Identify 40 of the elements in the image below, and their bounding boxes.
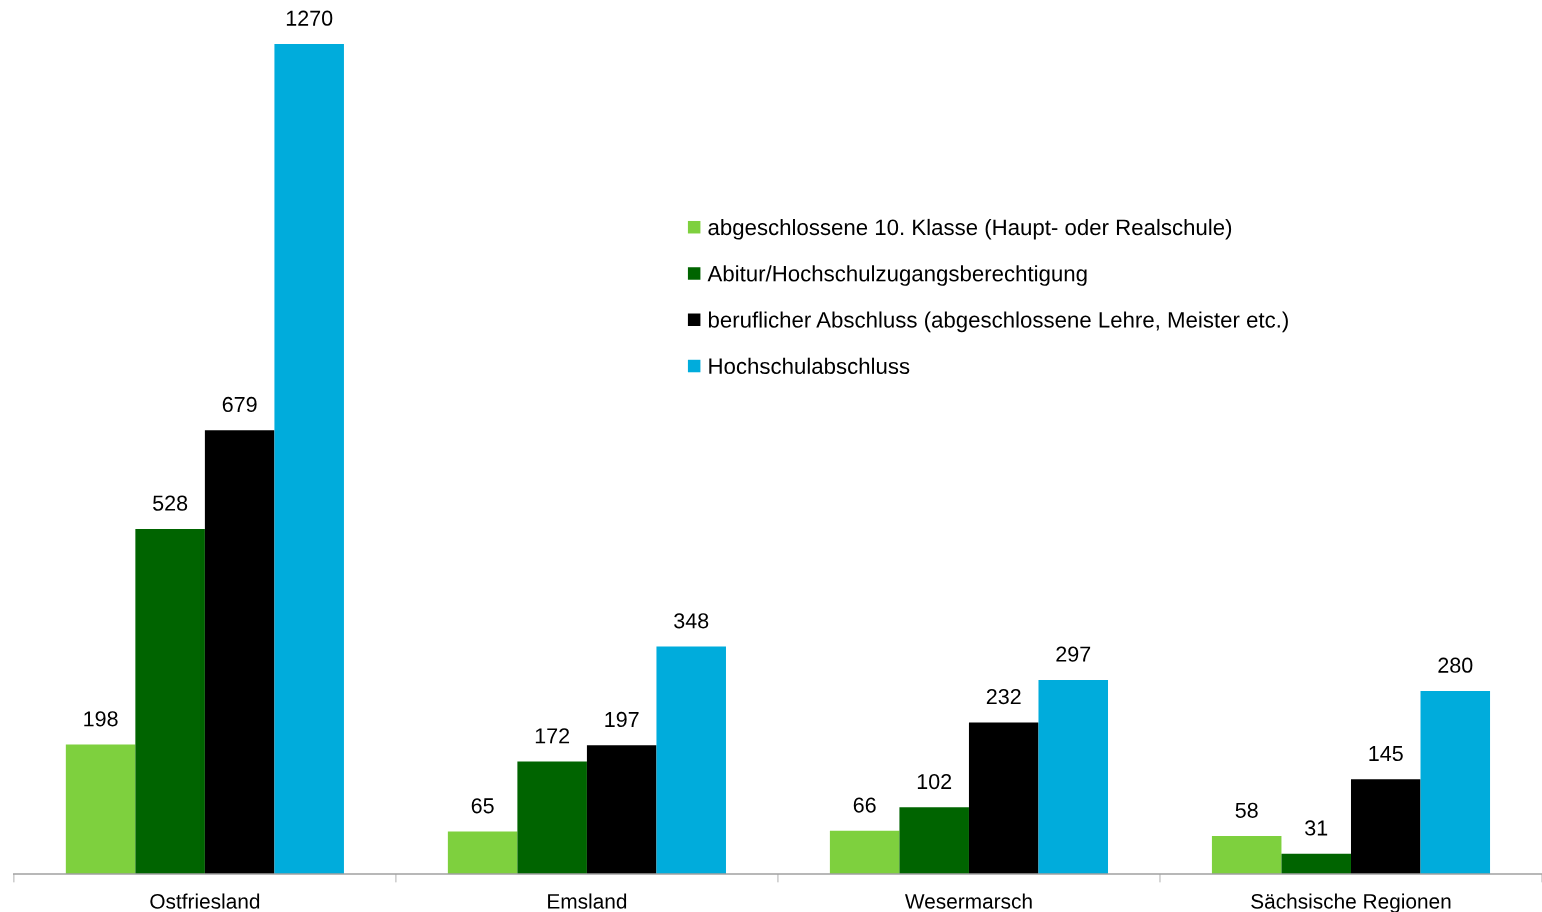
bar — [899, 807, 969, 874]
x-tick-label: Sächsische Regionen — [1251, 893, 1451, 912]
bar — [586, 745, 657, 874]
data-label: 65 — [471, 798, 494, 814]
data-label: 280 — [1438, 657, 1473, 673]
bar — [1038, 679, 1109, 874]
x-tick-label: Ostfriesland — [150, 893, 260, 909]
data-label: 172 — [535, 728, 570, 744]
bar — [517, 761, 587, 874]
data-label: 197 — [605, 711, 639, 728]
legend-label: abgeschlossene 10. Klasse (Haupt- oder Realschule) — [708, 218, 1232, 240]
x-tick-label: Emsland — [548, 893, 627, 909]
data-label: 528 — [153, 495, 188, 511]
bar — [1281, 853, 1351, 874]
legend-label: beruflicher Abschluss (abgeschlossene Lehre, Meister etc.) — [708, 311, 1288, 333]
bar — [447, 831, 518, 874]
bar — [204, 430, 275, 874]
data-label: 66 — [853, 797, 876, 813]
bar — [1211, 836, 1282, 874]
data-label: 145 — [1369, 746, 1403, 762]
legend-label: Abitur/Hochschulzugangsberechtigung — [707, 265, 1087, 286]
data-label: 348 — [674, 613, 709, 629]
bar — [968, 722, 1039, 874]
legend-label: Hochschulabschluss — [709, 357, 910, 375]
x-tick-label: Wesermarsch — [904, 893, 1032, 909]
data-label: 198 — [84, 711, 118, 727]
bar — [829, 830, 900, 874]
bar — [135, 528, 205, 874]
data-label: 58 — [1235, 802, 1258, 818]
data-label: 31 — [1305, 820, 1328, 836]
bar — [656, 646, 726, 874]
data-label: 1270 — [286, 10, 333, 26]
data-label: 232 — [986, 688, 1021, 705]
bar — [1350, 779, 1421, 874]
bar — [274, 44, 344, 874]
bar — [65, 744, 136, 874]
data-label: 297 — [1056, 646, 1091, 662]
bar — [1420, 691, 1491, 874]
data-label: 679 — [222, 396, 257, 413]
data-label: 102 — [917, 773, 952, 790]
